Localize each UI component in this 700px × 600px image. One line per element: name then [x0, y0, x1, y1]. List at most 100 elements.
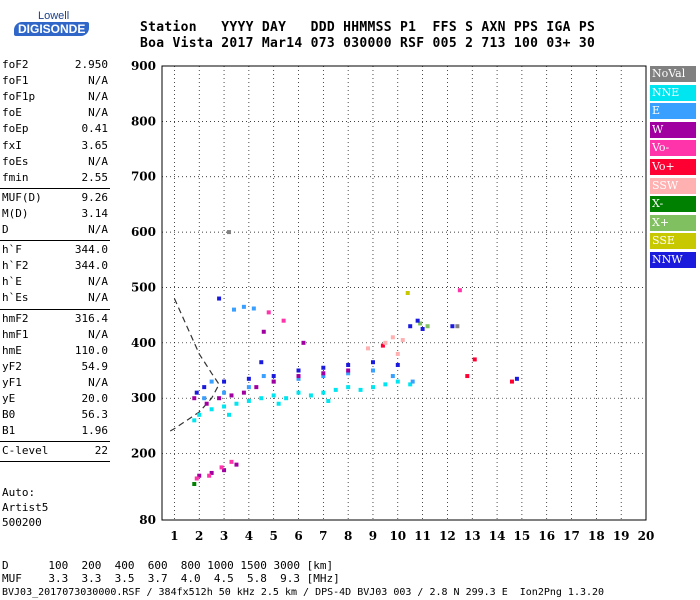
data-point	[321, 390, 326, 395]
param-name: C-level	[2, 444, 49, 458]
legend-item: NNW	[650, 252, 696, 268]
param-name: fxI	[2, 138, 22, 152]
data-point	[395, 351, 400, 356]
data-point	[194, 390, 199, 395]
data-point	[370, 385, 375, 390]
param-row: D N/A	[2, 223, 108, 239]
data-point	[271, 393, 276, 398]
data-point	[231, 307, 236, 312]
data-point	[222, 390, 227, 395]
data-point	[346, 362, 351, 367]
param-value: 22	[94, 444, 108, 458]
param-name: foF1	[2, 74, 29, 88]
data-point	[380, 343, 385, 348]
param-separator	[0, 461, 110, 463]
param-row: hmE 110.0	[2, 344, 108, 360]
x-tick-label: 4	[245, 529, 253, 543]
param-row: foEp 0.41	[2, 122, 108, 138]
x-tick-label: 11	[414, 529, 431, 543]
x-tick-label: 8	[344, 529, 352, 543]
param-value: 2.950	[74, 58, 108, 71]
data-point	[308, 393, 313, 398]
param-row: hmF2 316.4	[2, 312, 108, 328]
data-point	[296, 376, 301, 381]
data-point	[246, 398, 251, 403]
data-point	[259, 396, 264, 401]
data-point	[251, 306, 256, 311]
param-name: fmin	[2, 170, 29, 184]
header-line-2: Boa Vista 2017 Mar14 073 030000 RSF 005 …	[140, 36, 596, 51]
param-value: 3.65	[81, 138, 109, 152]
param-row: h`E N/A	[2, 275, 108, 291]
param-value: 344.0	[74, 259, 108, 273]
param-row: yE 20.0	[2, 392, 108, 408]
y-tick-label: 900	[131, 59, 156, 73]
param-name: foF2	[2, 58, 29, 71]
legend-item: NoVal	[650, 66, 696, 82]
param-row: fxI 3.65	[2, 139, 108, 155]
param-value: 1.96	[81, 424, 109, 438]
distance-row: D 100 200 400 600 800 1000 1500 3000 [km…	[2, 559, 334, 572]
param-row: h`F2 344.0	[2, 259, 108, 275]
legend-item: W	[650, 121, 696, 138]
param-name: h`F2	[2, 259, 29, 273]
x-tick-label: 17	[563, 529, 580, 543]
x-tick-label: 2	[195, 529, 203, 543]
fitted-profile-line	[169, 298, 220, 432]
data-point	[197, 412, 202, 417]
param-name: foEp	[2, 122, 29, 136]
data-point	[370, 360, 375, 365]
data-point	[271, 379, 276, 384]
data-point	[229, 393, 234, 398]
data-point	[383, 340, 388, 345]
data-point	[276, 401, 281, 406]
data-point	[410, 379, 415, 384]
x-tick-label: 20	[638, 529, 655, 543]
data-point	[370, 368, 375, 373]
data-point	[450, 324, 455, 329]
param-value: N/A	[88, 223, 108, 236]
data-point	[217, 396, 222, 401]
param-row: C-level 22	[2, 444, 108, 460]
data-point	[271, 374, 276, 379]
param-value: N/A	[88, 275, 108, 289]
param-row: fmin 2.55	[2, 171, 108, 187]
param-value: 0.41	[81, 122, 109, 136]
param-row: yF2 54.9	[2, 360, 108, 376]
y-tick-label: 300	[131, 391, 156, 405]
param-row: M(D) 3.14	[2, 207, 108, 223]
data-point	[418, 321, 423, 326]
data-point	[222, 468, 227, 473]
param-name: h`Es	[2, 291, 29, 305]
data-point	[204, 401, 209, 406]
legend-item: X-	[650, 196, 696, 213]
x-tick-label: 15	[514, 529, 531, 543]
data-point	[209, 379, 214, 384]
param-value: 110.0	[74, 343, 108, 357]
param-value: 344.0	[74, 243, 108, 257]
data-point	[326, 398, 331, 403]
data-point	[383, 382, 388, 387]
x-tick-label: 19	[613, 529, 630, 543]
param-row: foF1p N/A	[2, 90, 108, 106]
data-point	[395, 379, 400, 384]
data-point	[192, 396, 197, 401]
param-name: foF1p	[2, 90, 36, 104]
legend-item: SSW	[650, 177, 696, 194]
param-value: N/A	[88, 375, 108, 389]
data-point	[192, 482, 197, 487]
param-name: h`E	[2, 275, 22, 289]
autoscale-label: Auto:	[2, 486, 36, 499]
y-tick-label: 500	[131, 280, 156, 294]
param-value: N/A	[88, 291, 108, 305]
param-row: B1 1.96	[2, 424, 108, 440]
data-point	[455, 324, 460, 329]
param-name: foEs	[2, 154, 29, 168]
x-tick-label: 7	[319, 529, 327, 543]
param-name: hmF2	[2, 311, 29, 325]
param-row: h`F 344.0	[2, 243, 108, 259]
data-point	[346, 368, 351, 373]
data-point	[229, 459, 234, 464]
data-point	[405, 291, 410, 295]
y-tick-label: 800	[131, 114, 156, 128]
